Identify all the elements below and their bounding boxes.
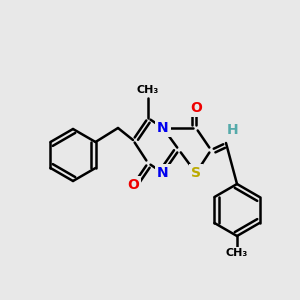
Text: O: O — [127, 178, 139, 192]
Text: CH₃: CH₃ — [137, 85, 159, 95]
Text: S: S — [191, 166, 201, 180]
Text: H: H — [227, 123, 239, 137]
Text: O: O — [190, 101, 202, 115]
Text: N: N — [157, 121, 169, 135]
Text: N: N — [157, 166, 169, 180]
Text: CH₃: CH₃ — [226, 248, 248, 258]
